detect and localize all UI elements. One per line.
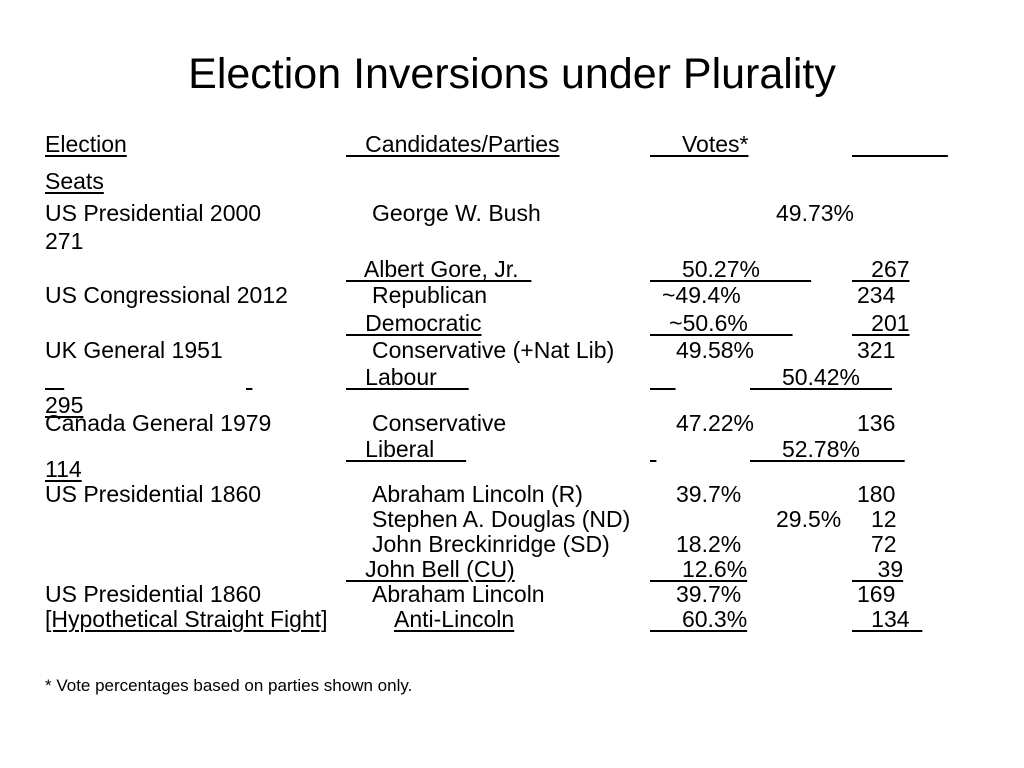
candidate-name: Republican xyxy=(372,282,488,308)
seat-count: 180 xyxy=(857,481,896,507)
vote-share: 39.7% xyxy=(676,581,742,607)
vote-share: 18.2% xyxy=(676,531,742,557)
candidate-name: Anti-Lincoln xyxy=(394,606,515,632)
seat-count: 39 xyxy=(852,556,904,582)
vote-share: 47.22% xyxy=(676,410,755,436)
election-name: US Presidential 1860 xyxy=(45,481,262,507)
vote-underline xyxy=(650,436,656,463)
election-name: [Hypothetical Straight Fight] xyxy=(45,606,328,632)
vote-share: 29.5% xyxy=(776,506,842,532)
seat-count: 134 xyxy=(852,606,923,632)
candidate-name: Stephen A. Douglas (ND) xyxy=(372,506,631,532)
seat-count: 12 xyxy=(871,506,897,532)
election-name: US Presidential 2000 xyxy=(45,200,262,226)
seat-count: 267 xyxy=(852,256,910,282)
vote-share: 50.27% xyxy=(650,256,812,282)
candidate-name: George W. Bush xyxy=(372,200,541,226)
vote-share: 12.6% xyxy=(650,556,748,582)
seat-count: 271 xyxy=(45,228,84,254)
candidate-name: Democratic xyxy=(346,310,482,336)
seat-count: 169 xyxy=(857,581,896,607)
header-seats-underline xyxy=(852,131,948,158)
seat-count: 72 xyxy=(871,531,897,557)
candidate-name: John Bell (CU) xyxy=(346,556,515,582)
election-underline xyxy=(246,364,252,391)
election-name: US Congressional 2012 xyxy=(45,282,288,308)
candidate-name: Labour xyxy=(346,364,469,390)
seat-count: 295 xyxy=(45,392,84,418)
seat-count: 321 xyxy=(857,337,896,363)
candidate-name: John Breckinridge (SD) xyxy=(372,531,610,557)
header-election: Election xyxy=(45,131,127,157)
candidate-name: Liberal xyxy=(346,436,467,462)
election-underline xyxy=(45,364,64,391)
header-candidates: Candidates/Parties xyxy=(346,131,560,157)
candidate-name: Conservative xyxy=(372,410,507,436)
vote-share: 50.42% xyxy=(750,364,892,390)
election-name: UK General 1951 xyxy=(45,337,223,363)
slide-title: Election Inversions under Plurality xyxy=(188,50,836,98)
election-name: US Presidential 1860 xyxy=(45,581,262,607)
seat-count: 234 xyxy=(857,282,896,308)
vote-share: ~49.4% xyxy=(662,282,741,308)
seat-count: 201 xyxy=(852,310,910,336)
election-name: Canada General 1979 xyxy=(45,410,272,436)
vote-share: ~50.6% xyxy=(650,310,793,336)
candidate-name: Conservative (+Nat Lib) xyxy=(372,337,615,363)
candidate-name: Abraham Lincoln xyxy=(372,581,545,607)
vote-share: 49.58% xyxy=(676,337,755,363)
vote-share: 60.3% xyxy=(650,606,748,632)
header-seats: Seats xyxy=(45,168,104,194)
footnote: * Vote percentages based on parties show… xyxy=(45,676,413,695)
seat-count: 114 xyxy=(45,456,82,482)
vote-share: 39.7% xyxy=(676,481,742,507)
candidate-name: Abraham Lincoln (R) xyxy=(372,481,583,507)
vote-share: 49.73% xyxy=(776,200,855,226)
candidate-name: Albert Gore, Jr. xyxy=(346,256,532,282)
seat-count: 136 xyxy=(857,410,896,436)
vote-underline xyxy=(650,364,676,391)
vote-share: 52.78% xyxy=(750,436,905,462)
header-votes: Votes* xyxy=(650,131,749,157)
